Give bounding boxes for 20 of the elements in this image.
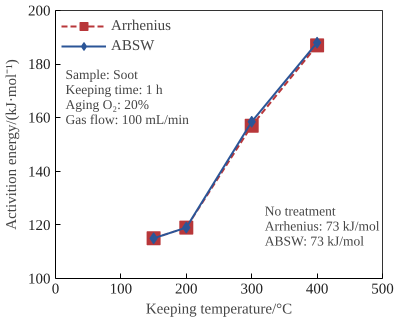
point — [312, 36, 322, 49]
x-tick-label: 100 — [110, 282, 132, 298]
x-axis-title: Keeping temperature/°C — [146, 302, 292, 318]
x-tick-label: 0 — [52, 282, 60, 298]
x-tick-label: 500 — [371, 282, 394, 298]
y-tick-label: 180 — [28, 57, 50, 74]
y-tick-label: 100 — [28, 272, 50, 288]
legend-label: ABSW — [111, 38, 154, 54]
x-tick-label: 400 — [306, 282, 328, 298]
annotation: Sample: Soot Keeping time: 1 h Aging O₂: 20% Gas flow: 100 mL/min — [66, 66, 190, 127]
point — [149, 232, 158, 244]
y-tick-label: 120 — [28, 218, 50, 234]
annotation: No treatment Arrhenius: 73 kJ/mol ABSW: 73 kJ/mol — [264, 203, 380, 248]
y-tick-label: 140 — [28, 164, 50, 180]
y-axis-title: Activition energy/(kJ·mol⁻¹) — [4, 59, 20, 230]
legend-label: Arrhenius — [111, 18, 171, 34]
y-tick-label: 160 — [28, 110, 50, 127]
x-tick-label: 200 — [175, 282, 198, 298]
x-tick-label: 300 — [240, 282, 263, 298]
y-tick-label: 200 — [28, 4, 50, 20]
